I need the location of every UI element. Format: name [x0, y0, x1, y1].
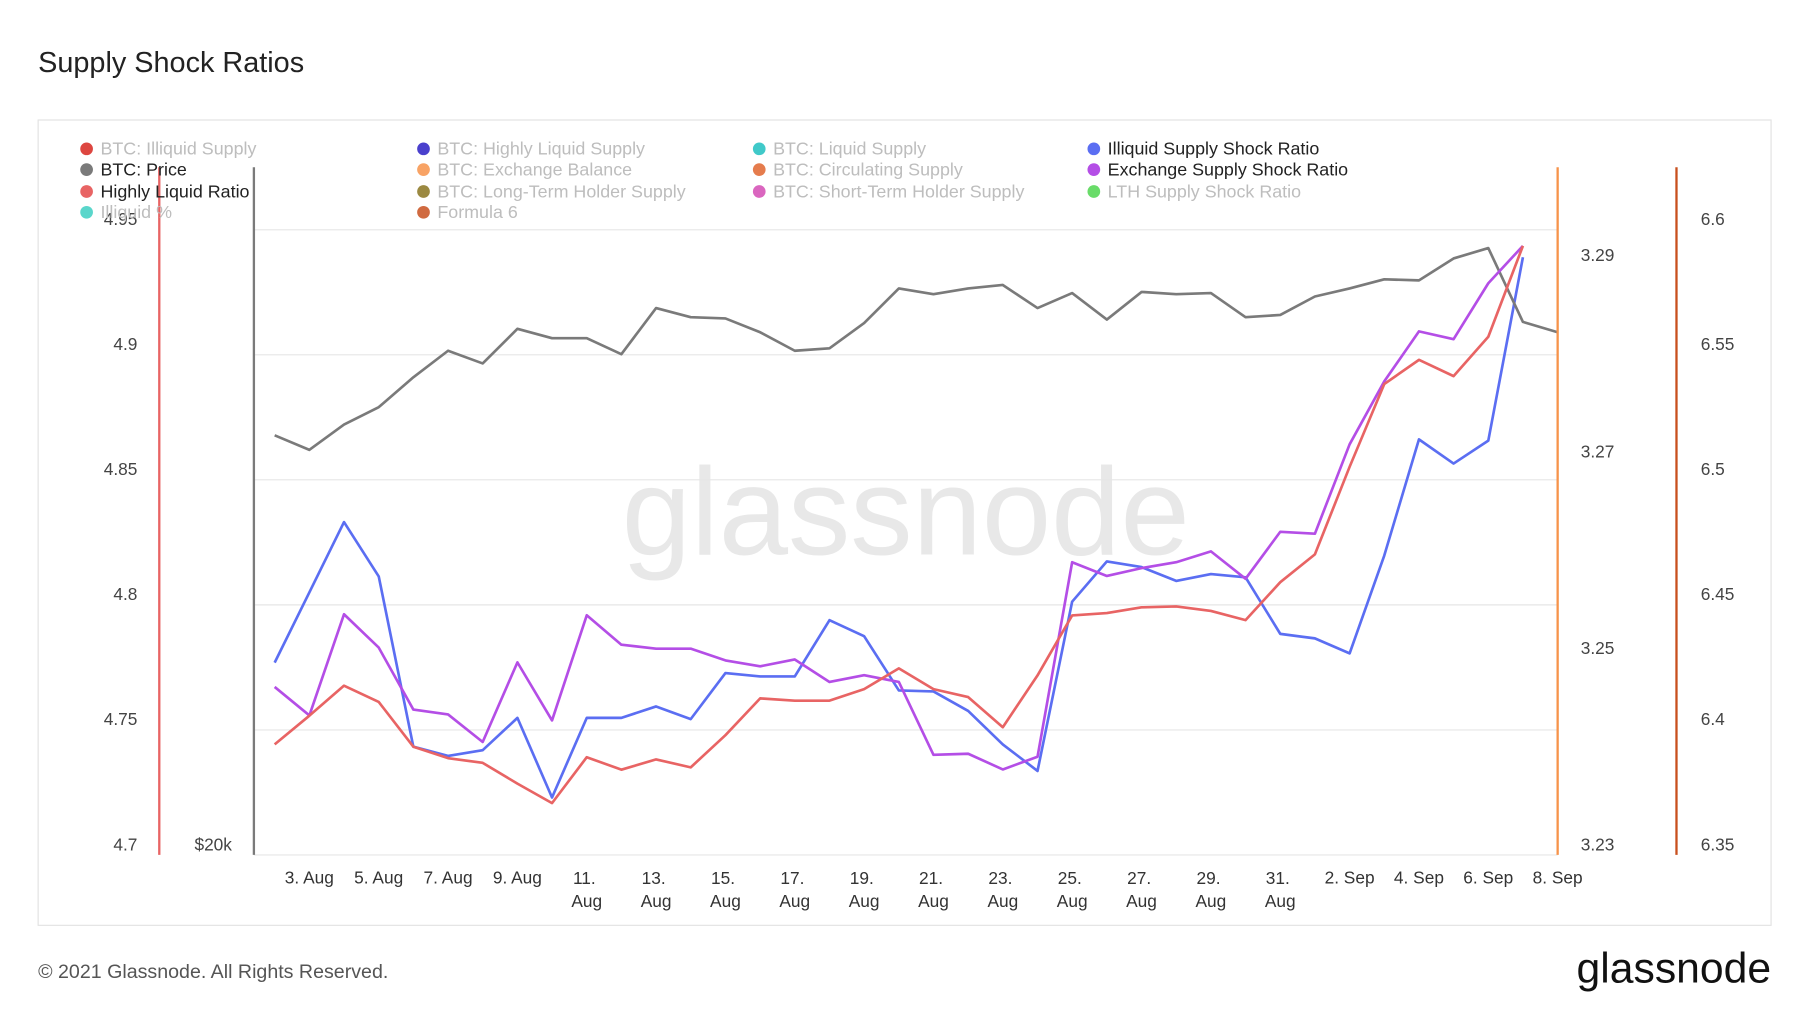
legend-label: BTC: Highly Liquid Supply	[437, 139, 645, 159]
watermark: glassnode	[622, 442, 1190, 581]
y-tick-label: 6.35	[1701, 834, 1735, 854]
legend-item[interactable]: BTC: Illiquid Supply	[80, 139, 256, 159]
y-tick-label: 4.7	[113, 834, 137, 854]
legend-swatch	[1087, 163, 1101, 176]
y-tick-label: 4.8	[113, 584, 137, 604]
legend-item[interactable]: BTC: Short-Term Holder Supply	[752, 181, 1025, 201]
legend-label: Highly Liquid Ratio	[100, 181, 249, 201]
legend-item[interactable]: BTC: Liquid Supply	[752, 139, 926, 159]
x-tick-label: 5. Aug	[354, 868, 403, 888]
y-tick-label: 4.75	[104, 709, 138, 729]
y-tick-label: 3.23	[1581, 834, 1615, 854]
chart-panel	[37, 119, 1772, 926]
legend-label: Illiquid %	[100, 202, 172, 222]
x-tick-label: 2. Sep	[1325, 868, 1375, 888]
series-line	[273, 245, 1525, 805]
x-tick-label: 9. Aug	[493, 868, 542, 888]
legend-item[interactable]: BTC: Circulating Supply	[752, 159, 963, 179]
legend-label: Exchange Supply Shock Ratio	[1108, 159, 1349, 179]
legend-item[interactable]: Illiquid %	[80, 202, 172, 222]
x-tick-label: 23. Aug	[987, 868, 1018, 911]
x-tick-label: 13. Aug	[641, 868, 672, 911]
legend-swatch	[80, 142, 93, 156]
x-tick-label: 31. Aug	[1265, 868, 1296, 911]
chart-title: Supply Shock Ratios	[38, 47, 304, 79]
series-line	[273, 244, 1524, 771]
legend-item[interactable]: Formula 6	[417, 202, 518, 222]
legend-label: BTC: Liquid Supply	[773, 139, 926, 159]
legend-item[interactable]: Highly Liquid Ratio	[80, 181, 250, 201]
legend-swatch	[80, 205, 93, 219]
legend: BTC: Illiquid Supply BTC: Highly Liquid S…	[80, 139, 1348, 222]
x-tick-label: 8. Sep	[1533, 868, 1583, 888]
legend-item[interactable]: Illiquid Supply Shock Ratio	[1087, 139, 1319, 159]
legend-swatch	[752, 163, 766, 176]
legend-label: BTC: Price	[100, 159, 186, 179]
x-tick-label: 3. Aug	[285, 868, 334, 888]
legend-label: BTC: Circulating Supply	[773, 159, 963, 179]
grid	[253, 229, 1558, 856]
y-tick-label: 3.25	[1581, 638, 1615, 658]
axes: 4.7 4.75 4.8 4.85 4.9 4.95 $20k 3.23 3.25 3.27 3.2…	[104, 167, 1735, 911]
logo: glassnode	[1577, 945, 1772, 993]
x-tick-label: 15. Aug	[710, 868, 741, 911]
legend-label: LTH Supply Shock Ratio	[1108, 181, 1301, 201]
legend-swatch	[752, 185, 766, 198]
copyright: © 2021 Glassnode. All Rights Reserved.	[38, 961, 388, 983]
legend-item[interactable]: LTH Supply Shock Ratio	[1087, 181, 1301, 201]
legend-item[interactable]: BTC: Price	[80, 159, 187, 179]
y-tick-label: 3.29	[1581, 245, 1615, 265]
legend-swatch	[417, 185, 430, 198]
legend-swatch	[1087, 185, 1101, 198]
legend-item[interactable]: BTC: Highly Liquid Supply	[417, 139, 645, 159]
x-tick-label: 17. Aug	[779, 868, 810, 911]
x-tick-label: 21. Aug	[918, 868, 949, 911]
legend-label: BTC: Exchange Balance	[437, 159, 632, 179]
legend-swatch	[417, 205, 430, 219]
x-tick-label: 25. Aug	[1057, 868, 1088, 911]
plot-lines	[273, 244, 1559, 805]
y-tick-label: 6.5	[1701, 459, 1725, 479]
legend-swatch	[417, 142, 430, 156]
y-tick-label: 3.27	[1581, 441, 1615, 461]
x-tick-label: 6. Sep	[1463, 868, 1513, 888]
legend-item[interactable]: BTC: Long-Term Holder Supply	[417, 181, 686, 201]
legend-swatch	[80, 185, 93, 198]
y-tick-label: 6.6	[1701, 209, 1725, 229]
legend-label: BTC: Illiquid Supply	[100, 139, 256, 159]
x-tick-label: 7. Aug	[424, 868, 473, 888]
legend-item[interactable]: BTC: Exchange Balance	[417, 159, 632, 179]
legend-swatch	[80, 163, 93, 176]
legend-swatch	[417, 163, 430, 176]
legend-label: Formula 6	[437, 202, 518, 222]
legend-swatch	[752, 142, 766, 156]
legend-label: Illiquid Supply Shock Ratio	[1108, 139, 1320, 159]
legend-swatch	[1087, 142, 1101, 156]
x-tick-label: 29. Aug	[1196, 868, 1227, 911]
y-tick-label: 6.55	[1701, 334, 1735, 354]
x-tick-label: 11. Aug	[571, 868, 602, 911]
y-tick-label: 4.85	[104, 459, 138, 479]
x-tick-label: 4. Sep	[1394, 868, 1444, 888]
x-tick-label: 19. Aug	[849, 868, 880, 911]
series-line	[274, 246, 1559, 452]
series-line	[273, 257, 1525, 799]
x-tick-label: 27. Aug	[1126, 868, 1157, 911]
y-tick-label: 4.9	[113, 334, 137, 354]
y-tick-label: 6.4	[1701, 709, 1725, 729]
legend-label: BTC: Short-Term Holder Supply	[773, 181, 1024, 201]
y-tick-label: 6.45	[1701, 584, 1735, 604]
legend-item[interactable]: Exchange Supply Shock Ratio	[1087, 159, 1348, 179]
y-tick-label: $20k	[194, 834, 232, 854]
y-tick-label: 4.95	[104, 209, 138, 229]
legend-label: BTC: Long-Term Holder Supply	[437, 181, 685, 201]
